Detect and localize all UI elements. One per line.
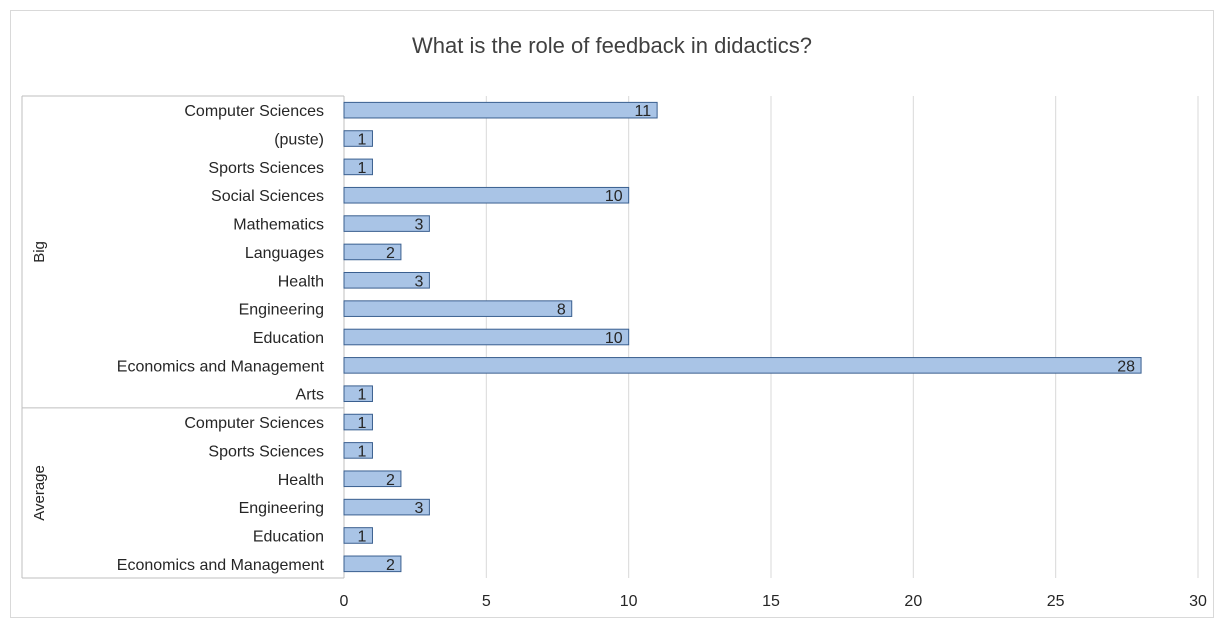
category-label: Languages — [245, 245, 324, 262]
x-tick-label: 0 — [340, 593, 349, 610]
chart-title: What is the role of feedback in didactic… — [412, 33, 812, 58]
bar — [343, 555, 402, 573]
x-tick-label: 25 — [1047, 593, 1065, 610]
category-label: Engineering — [239, 500, 324, 517]
category-label: Health — [278, 273, 324, 290]
x-tick-label: 10 — [620, 593, 638, 610]
category-label: Sports Sciences — [208, 160, 324, 177]
bar — [343, 385, 373, 403]
data-label: 2 — [386, 557, 395, 574]
x-tick-label: 5 — [482, 593, 491, 610]
data-label: 1 — [358, 443, 367, 460]
bar — [343, 215, 430, 232]
data-label: 11 — [635, 103, 652, 120]
category-label: Economics and Management — [117, 358, 325, 375]
bar — [343, 527, 373, 544]
category-labels: Computer Sciences (puste) Sports Sciences S… — [117, 103, 325, 574]
category-label: Engineering — [239, 302, 324, 319]
category-label: Mathematics — [233, 217, 324, 234]
bar — [343, 130, 373, 147]
data-label: 10 — [605, 330, 623, 347]
bar — [343, 498, 430, 516]
bar — [343, 271, 430, 289]
bar — [343, 357, 1142, 374]
bar — [343, 328, 630, 346]
bar — [343, 470, 402, 488]
group-label: Average — [31, 465, 48, 521]
group-label: Big — [31, 241, 48, 263]
category-label: (puste) — [274, 132, 324, 149]
group-labels: Big Average — [21, 95, 344, 579]
bar — [343, 158, 373, 176]
value-axis-ticks: 0 5 10 15 20 25 30 — [340, 593, 1207, 610]
bar — [343, 101, 658, 119]
bar — [343, 243, 402, 261]
category-label: Sports Sciences — [208, 443, 324, 460]
data-label: 2 — [386, 245, 395, 262]
data-label: 10 — [605, 188, 623, 205]
data-label: 3 — [414, 500, 423, 517]
category-label: Computer Sciences — [184, 415, 324, 432]
bar — [343, 442, 373, 459]
x-tick-label: 20 — [904, 593, 922, 610]
data-label: 3 — [414, 217, 423, 234]
data-label: 2 — [386, 472, 395, 489]
category-label: Health — [278, 472, 324, 489]
data-label: 1 — [358, 132, 367, 149]
category-label: Arts — [296, 387, 324, 404]
category-label: Computer Sciences — [184, 103, 324, 120]
data-label: 1 — [358, 415, 367, 432]
data-label: 3 — [414, 273, 423, 290]
bar — [343, 186, 630, 204]
data-label: 28 — [1117, 358, 1135, 375]
data-label: 1 — [358, 160, 367, 177]
category-label: Economics and Management — [117, 557, 325, 574]
bars — [343, 101, 1142, 573]
category-label: Social Sciences — [211, 188, 324, 205]
data-label: 1 — [358, 528, 367, 545]
data-label: 8 — [557, 302, 566, 319]
category-label: Education — [253, 330, 324, 347]
x-tick-label: 15 — [762, 593, 780, 610]
bar — [343, 300, 573, 317]
data-label: 1 — [358, 387, 367, 404]
x-tick-label: 30 — [1189, 593, 1207, 610]
bar — [343, 413, 373, 431]
category-label: Education — [253, 528, 324, 545]
